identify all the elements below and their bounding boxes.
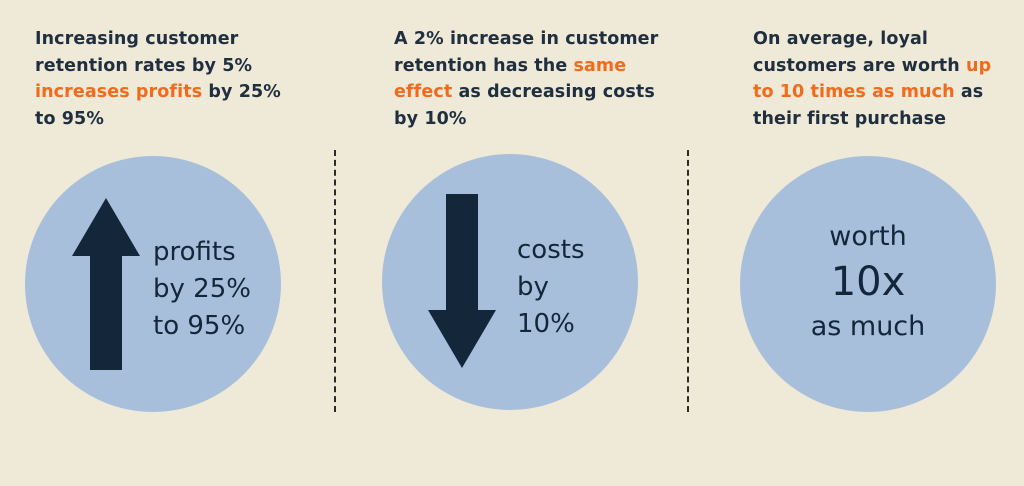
caption-line: effect as decreasing costs [394,79,658,106]
circle-line: 10% [517,309,575,339]
arrow-down-icon [428,194,496,368]
costs-circle-text: costs by 10% [517,232,585,343]
caption-line: On average, loyal [753,29,929,49]
caption-text: retention has the [394,55,574,76]
caption-line: Increasing customer [35,29,239,49]
panel-costs: A 2% increase in customer retention has … [335,0,688,486]
caption-highlight: effect [394,82,453,102]
profits-circle: profits by 25% to 95% [25,156,281,412]
arrow-up-icon [72,198,140,370]
caption-profits: Increasing customer retention rates by 5… [35,26,281,132]
circle-line: costs [517,235,585,265]
circle-line: by [517,272,549,302]
circle-line: to 95% [153,311,246,341]
caption-line: customers are worth up [753,53,991,80]
worth-circle-text: worth 10x as much [740,218,996,346]
divider-line [687,150,689,412]
caption-text: by 25% [202,82,281,102]
caption-line: their first purchase [753,108,947,129]
caption-highlight: to 10 times as much [753,82,955,102]
caption-highlight: up [966,55,992,76]
circle-headline: 10x [830,259,906,305]
divider-line [334,150,336,412]
caption-line: increases profits by 25% [35,79,281,106]
caption-line: A 2% increase in customer [394,29,659,49]
caption-text: as decreasing costs [452,82,655,102]
caption-line: to 95% [35,108,104,129]
caption-line: to 10 times as much as [753,79,991,106]
panel-profits: Increasing customer retention rates by 5… [0,0,335,486]
caption-line: retention rates by 5% [35,55,253,76]
caption-highlight: increases profits [35,82,203,102]
circle-line: profits [153,237,236,267]
costs-circle: costs by 10% [382,154,638,410]
caption-text: as [954,82,984,102]
circle-line: as much [810,311,926,342]
profits-circle-text: profits by 25% to 95% [153,234,251,345]
caption-line: by 10% [394,108,467,129]
caption-worth: On average, loyal customers are worth up… [753,26,991,132]
circle-line: worth [829,221,907,252]
caption-line: retention has the same [394,53,658,80]
circle-line: by 25% [153,274,251,304]
caption-costs: A 2% increase in customer retention has … [394,26,658,132]
panel-worth: On average, loyal customers are worth up… [688,0,1024,486]
caption-highlight: same [573,55,627,76]
caption-text: customers are worth [753,55,967,76]
worth-circle: worth 10x as much [740,156,996,412]
